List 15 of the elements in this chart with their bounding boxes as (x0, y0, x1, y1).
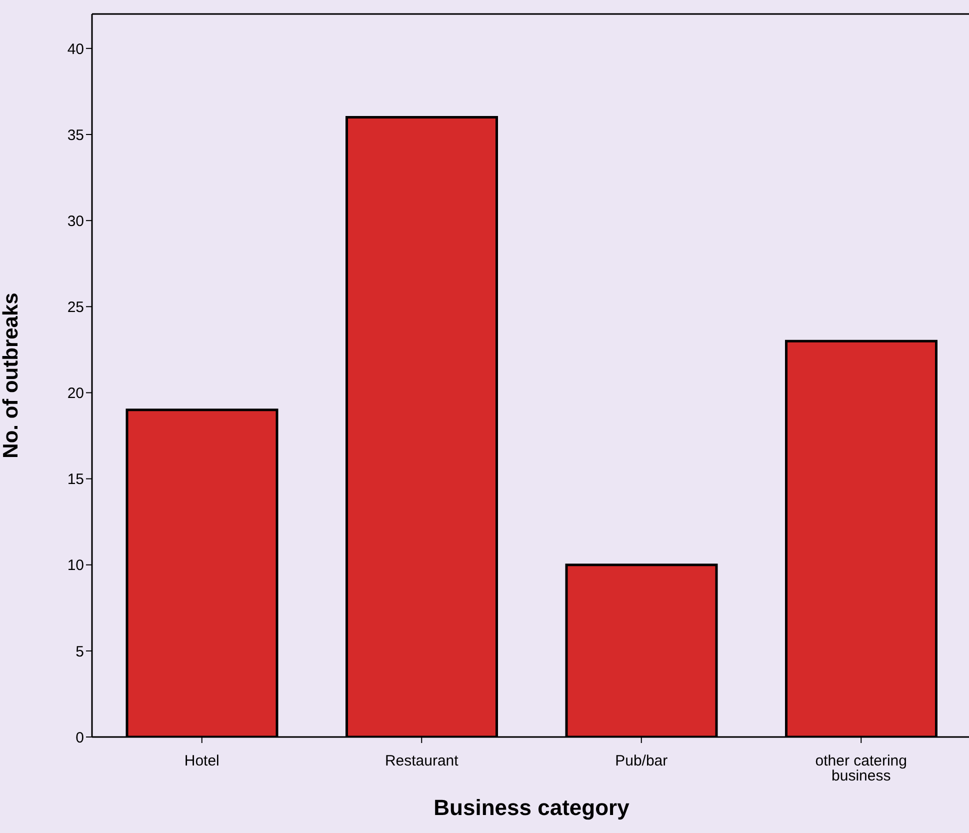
y-tick-label: 20 (67, 385, 84, 402)
x-tick-label: Restaurant (384, 752, 460, 770)
y-tick-label: 0 (76, 729, 84, 746)
y-tick-label: 15 (67, 471, 84, 488)
x-axis-title: Business category (434, 795, 630, 820)
y-tick-label: 5 (76, 643, 84, 660)
y-tick-label: 40 (67, 40, 84, 58)
y-tick-label: 10 (67, 557, 84, 574)
y-axis-title: No. of outbreaks (0, 292, 22, 458)
y-tick-label: 35 (67, 126, 84, 144)
x-tick-label: other catering business (815, 752, 907, 785)
x-tick-label: Pub/bar (615, 752, 668, 770)
y-tick-label: 30 (67, 212, 84, 230)
x-tick-label: Hotel (184, 752, 220, 770)
y-tick-label: 25 (67, 298, 84, 316)
